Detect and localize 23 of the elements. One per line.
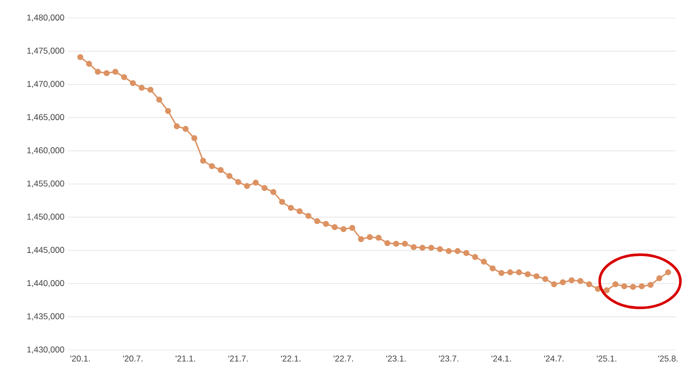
y-tick-label: 1,480,000 xyxy=(27,14,64,22)
x-tick-label: '24.7. xyxy=(544,356,564,362)
x-tick-label: '21.1. xyxy=(176,356,196,362)
y-tick-label: 1,440,000 xyxy=(27,280,64,288)
y-tick-label: 1,465,000 xyxy=(27,114,64,122)
y-tick-label: 1,445,000 xyxy=(27,246,64,254)
y-tick-label: 1,460,000 xyxy=(27,147,64,154)
x-tick-label: '22.1. xyxy=(281,356,300,362)
x-tick-label: '25.1. xyxy=(596,356,616,362)
x-tick-label: '23.7. xyxy=(438,356,458,362)
y-tick-label: 1,430,000 xyxy=(27,346,64,354)
x-tick-label: '23.1. xyxy=(386,356,406,362)
x-tick-label: '20.7. xyxy=(123,356,142,362)
x-tick-label: '22.7. xyxy=(334,356,353,362)
y-tick-label: 1,450,000 xyxy=(27,214,64,221)
y-tick-label: 1,455,000 xyxy=(27,180,64,188)
y-tick-label: 1,475,000 xyxy=(27,48,64,55)
y-tick-label: 1,435,000 xyxy=(27,313,64,320)
y-tick-label: 1,470,000 xyxy=(27,80,64,88)
x-tick-label: '24.1. xyxy=(492,356,511,362)
x-tick-label: '20.1. xyxy=(70,356,90,362)
x-tick-label: '25.8. xyxy=(658,356,678,362)
x-tick-label: '21.7. xyxy=(228,356,248,362)
